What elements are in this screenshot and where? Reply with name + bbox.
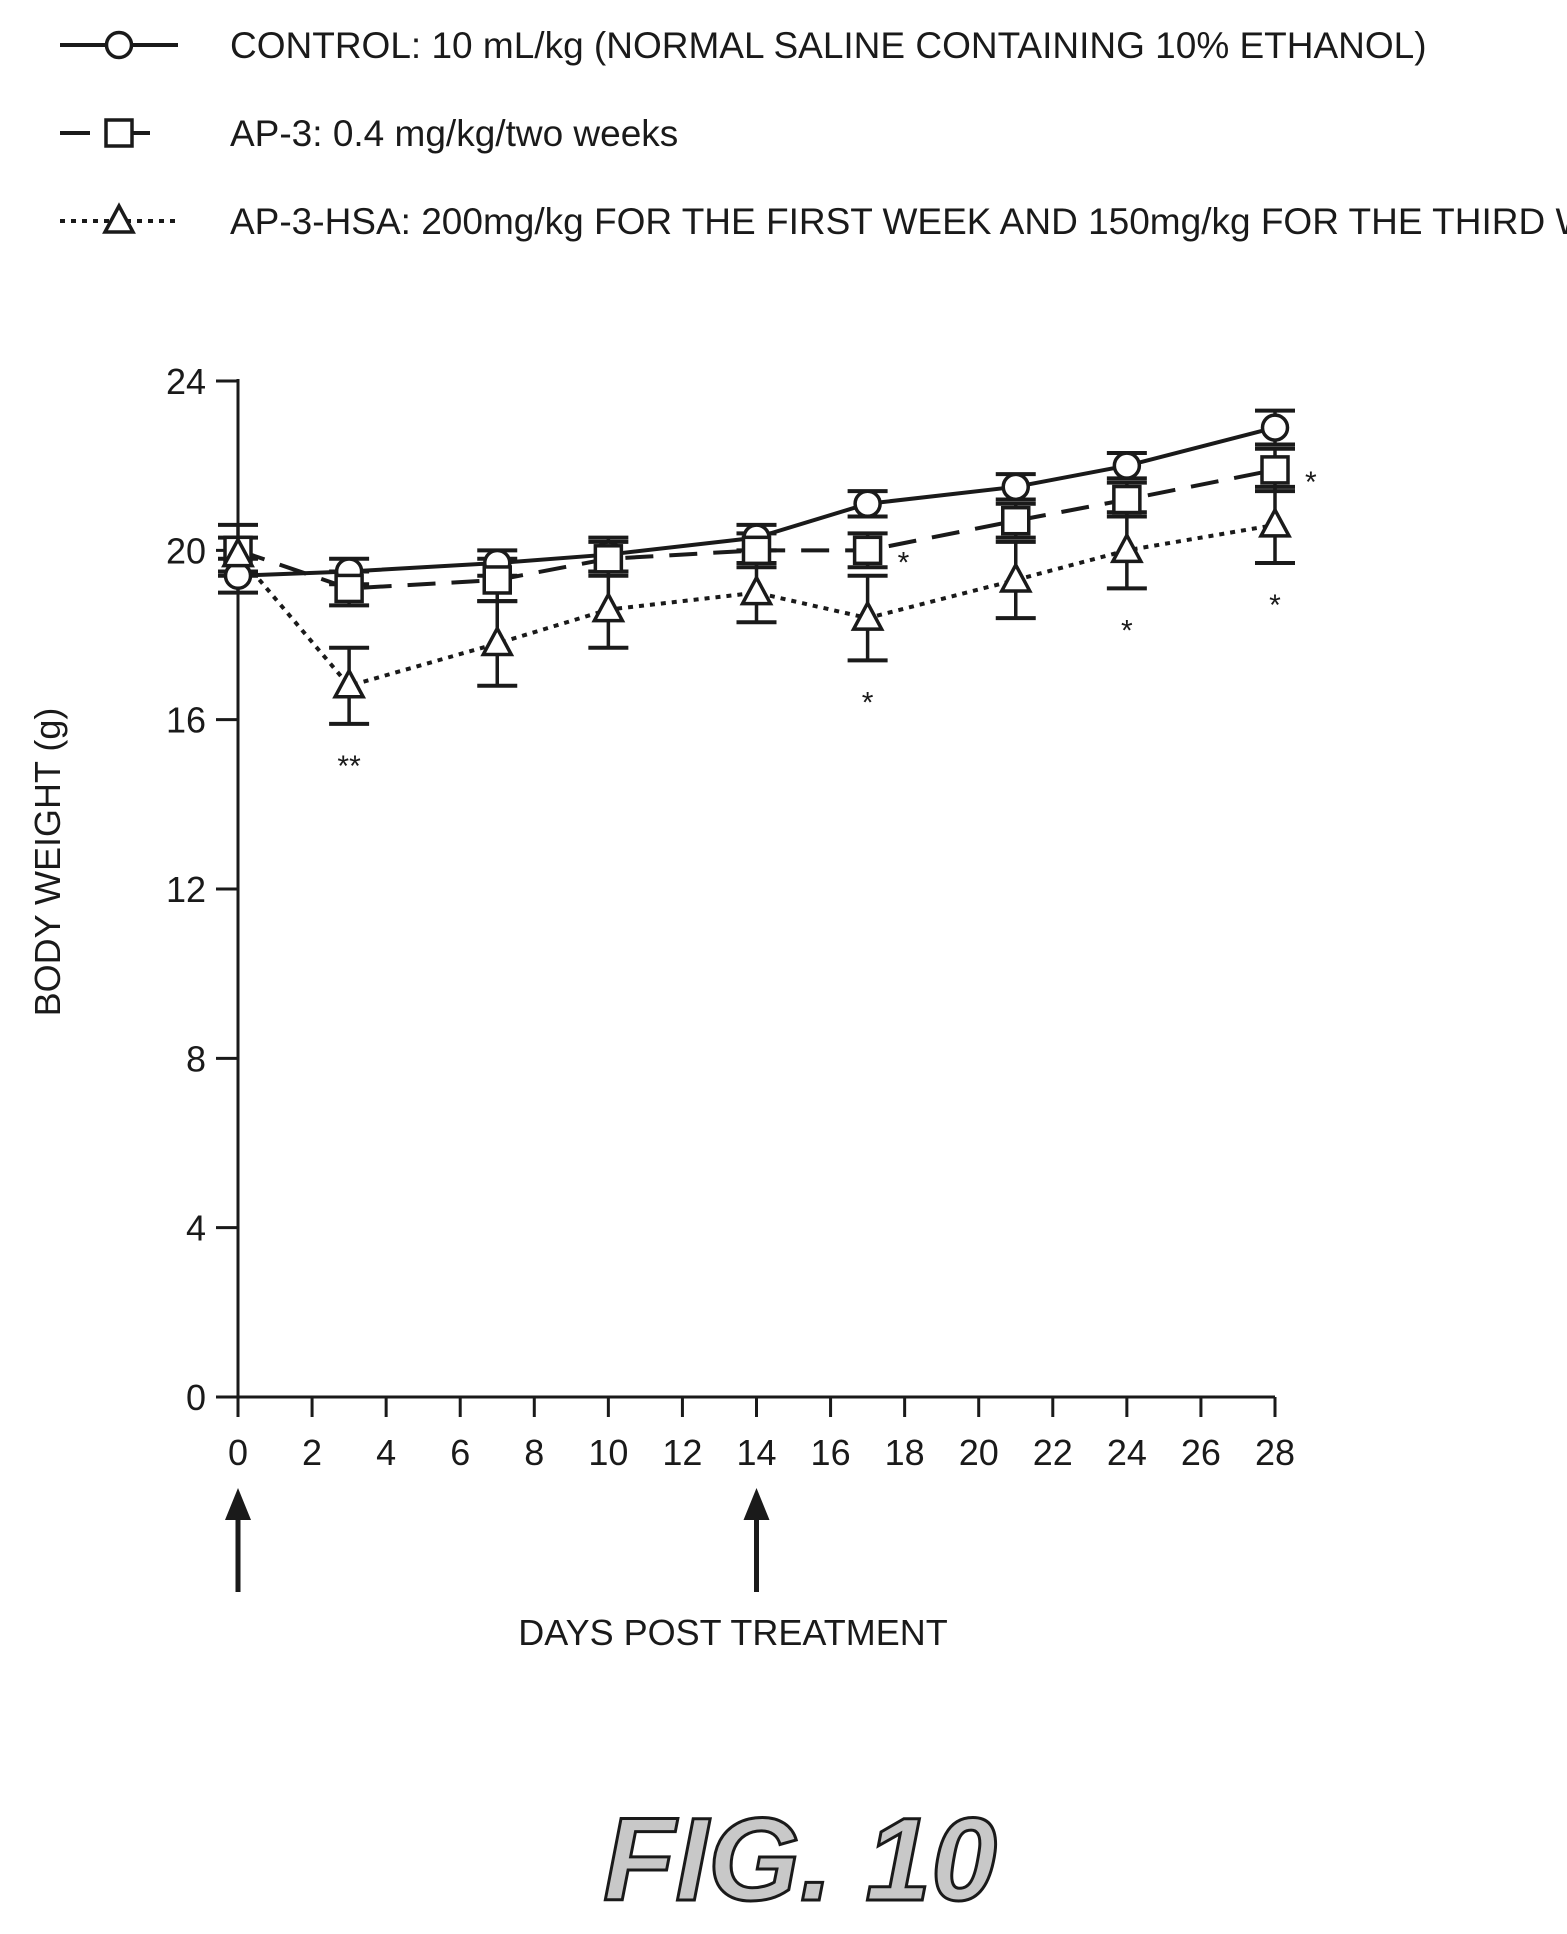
significance-annotations: *******	[337, 466, 1317, 783]
point-ap-3-hsa	[332, 667, 367, 699]
significance-mark-ap-3-hsa: *	[862, 686, 874, 719]
x-tick-label: 4	[376, 1432, 396, 1473]
point-ap-3	[1260, 455, 1290, 485]
point-ap-3-hsa	[1109, 531, 1144, 564]
y-tick-label: 0	[186, 1377, 206, 1418]
y-tick-label: 12	[166, 869, 206, 910]
treatment-arrow-head	[225, 1488, 251, 1520]
point-ap-3-hsa	[221, 535, 255, 568]
x-tick-label: 10	[588, 1432, 628, 1473]
point-ap-3-hsa	[1258, 506, 1292, 538]
legend-label-ap-3: AP-3: 0.4 mg/kg/two weeks	[230, 113, 678, 154]
x-tick-label: 24	[1107, 1432, 1147, 1473]
y-tick-label: 8	[186, 1038, 206, 1079]
legend-marker-control	[104, 30, 134, 60]
point-ap-3	[334, 573, 364, 604]
data-markers	[221, 413, 1292, 699]
x-tick-label: 22	[1033, 1432, 1073, 1473]
x-tick-label: 0	[228, 1432, 248, 1473]
point-ap-3-hsa	[739, 573, 774, 606]
point-ap-3-hsa	[591, 590, 626, 623]
y-tick-label: 24	[166, 361, 206, 402]
x-tick-label: 2	[302, 1432, 322, 1473]
legend-marker-ap-3	[104, 118, 134, 148]
x-tick-label: 8	[524, 1432, 544, 1473]
y-axis-title: BODY WEIGHT (g)	[27, 708, 68, 1017]
point-ap-3-hsa	[480, 624, 515, 657]
point-ap-3	[852, 535, 883, 566]
point-control	[1001, 472, 1030, 502]
y-tick-label: 4	[186, 1208, 206, 1249]
x-tick-label: 20	[959, 1432, 999, 1473]
y-tick-label: 20	[166, 530, 206, 571]
y-tick-label: 16	[166, 700, 206, 741]
legend-label-control: CONTROL: 10 mL/kg (NORMAL SALINE CONTAIN…	[230, 25, 1427, 66]
x-axis-title: DAYS POST TREATMENT	[518, 1612, 947, 1653]
point-ap-3	[482, 565, 512, 595]
point-control	[853, 489, 882, 519]
x-tick-label: 26	[1181, 1432, 1221, 1473]
x-tick-label: 12	[662, 1432, 702, 1473]
legend-label-ap-3-hsa: AP-3-HSA: 200mg/kg FOR THE FIRST WEEK AN…	[230, 201, 1567, 242]
x-tick-label: 18	[885, 1432, 925, 1473]
significance-mark-ap-3-hsa: *	[1121, 614, 1133, 647]
significance-mark-ap-3: *	[898, 546, 910, 579]
significance-mark-ap-3: *	[1305, 466, 1317, 499]
figure-caption: FIG. 10	[603, 1794, 996, 1926]
significance-mark-ap-3-hsa: *	[1269, 589, 1281, 622]
point-control	[1260, 413, 1290, 442]
point-ap-3	[741, 535, 772, 566]
point-ap-3-hsa	[850, 599, 885, 631]
point-ap-3	[593, 544, 624, 574]
x-tick-label: 16	[811, 1432, 851, 1473]
legend: CONTROL: 10 mL/kg (NORMAL SALINE CONTAIN…	[60, 25, 1567, 242]
x-tick-label: 14	[736, 1432, 776, 1473]
point-ap-3-hsa	[998, 561, 1033, 593]
x-tick-label: 6	[450, 1432, 470, 1473]
point-ap-3	[1112, 484, 1142, 515]
x-tick-label: 28	[1255, 1432, 1295, 1473]
series-line-ap-3-hsa	[236, 522, 1276, 689]
significance-mark-ap-3-hsa: **	[337, 750, 361, 783]
point-control	[1112, 451, 1142, 480]
treatment-arrow-head	[743, 1488, 770, 1520]
point-ap-3	[1001, 505, 1031, 536]
legend-marker-ap-3-hsa	[102, 202, 136, 234]
